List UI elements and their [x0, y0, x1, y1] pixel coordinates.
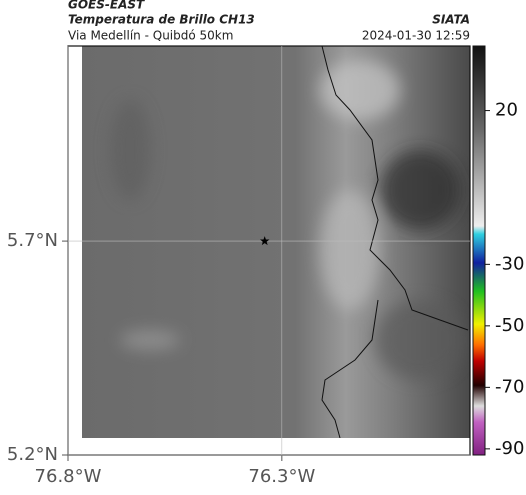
location-marker: [260, 236, 270, 246]
datetime: 2024-01-30 12:59: [362, 29, 470, 43]
colorbar-label: -90: [495, 438, 524, 459]
imagery: [82, 46, 470, 438]
colorbar: [472, 45, 486, 456]
y-tick-label: 5.7°N: [7, 230, 58, 251]
brand: SIATA: [432, 13, 470, 27]
x-tick-label: 76.8°W: [35, 466, 102, 487]
subtitle: Via Medellín - Quibdó 50km: [68, 29, 233, 43]
colorbar-label: -70: [495, 376, 524, 397]
x-tick-label: 76.3°W: [248, 466, 315, 487]
source: GOES-EAST: [68, 0, 145, 12]
y-tick-label: 5.2°N: [7, 444, 58, 465]
title: Temperatura de Brillo CH13: [68, 13, 255, 27]
colorbar-label: 20: [495, 100, 518, 121]
colorbar-label: -50: [495, 315, 524, 336]
colorbar-label: -30: [495, 253, 524, 274]
